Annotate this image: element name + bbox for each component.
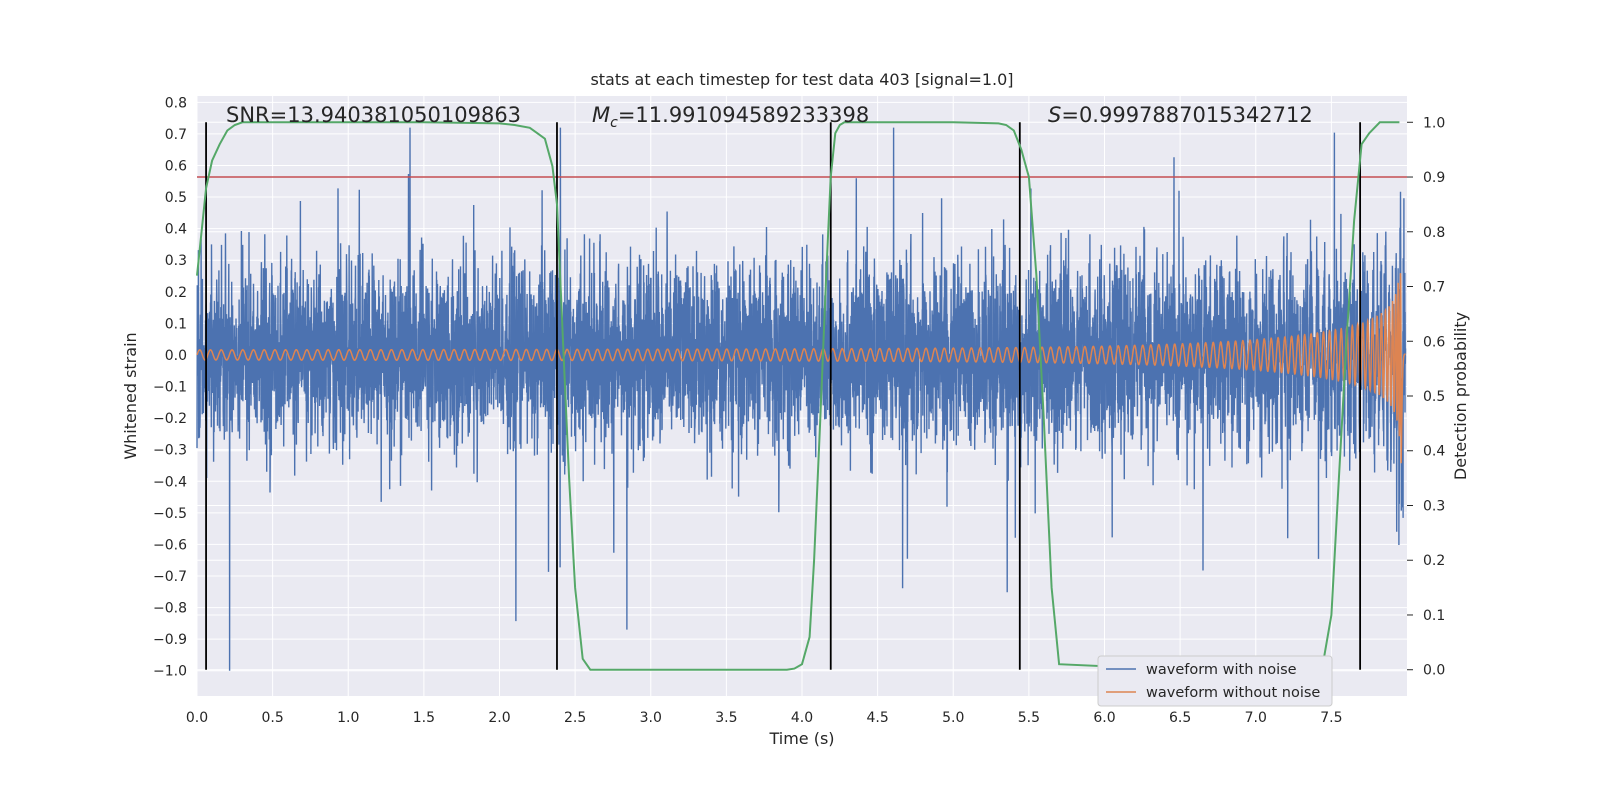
x-tick-label: 0.5 xyxy=(261,710,283,726)
legend-label-noisy: waveform with noise xyxy=(1146,662,1297,678)
annotation-mc-sub: c xyxy=(610,115,618,131)
x-tick-label: 4.5 xyxy=(866,710,888,726)
annotation-s-value: =0.9997887015342712 xyxy=(1061,103,1312,127)
y-ticks: 0.8 0.7 0.6 0.5 0.4 0.3 0.2 0.1 0.0 −0.1 −0.2 −0.3 −… xyxy=(153,95,187,679)
y2-axis-label: Detection probability xyxy=(1451,312,1470,480)
x-tick-label: 6.0 xyxy=(1093,710,1115,726)
y-tick-label: −0.9 xyxy=(153,632,187,648)
x-tick-label: 2.5 xyxy=(564,710,586,726)
y-tick-label: 0.6 xyxy=(165,158,187,174)
y-tick-label: −0.4 xyxy=(153,474,187,490)
y2-tick-label: 0.6 xyxy=(1423,334,1445,350)
y2-tick-label: 0.7 xyxy=(1423,280,1445,296)
x-tick-label: 6.5 xyxy=(1169,710,1191,726)
x-tick-label: 3.0 xyxy=(640,710,662,726)
y2-tick-label: 0.0 xyxy=(1423,663,1445,679)
y-tick-label: 0.2 xyxy=(165,285,187,301)
x-tick-label: 5.5 xyxy=(1018,710,1040,726)
x-ticks: 0.0 0.5 1.0 1.5 2.0 2.5 3.0 3.5 4.0 4.5 5.0 5.5 6.0 6… xyxy=(186,710,1343,726)
y-tick-label: −0.1 xyxy=(153,380,187,396)
y2-tick-label: 0.1 xyxy=(1423,608,1445,624)
legend-box xyxy=(1097,655,1333,707)
x-tick-label: 1.5 xyxy=(413,710,435,726)
annotation-score: S=0.9997887015342712 xyxy=(1048,103,1313,127)
x-tick-label: 5.0 xyxy=(942,710,964,726)
y-tick-label: 0.7 xyxy=(165,127,187,143)
annotation-s-symbol: S xyxy=(1048,103,1061,127)
y2-tick-label: 0.4 xyxy=(1423,444,1445,460)
y2-tick-label: 0.3 xyxy=(1423,498,1445,514)
x-tick-label: 1.0 xyxy=(337,710,359,726)
y-tick-label: 0.8 xyxy=(165,95,187,111)
y2-tick-label: 0.5 xyxy=(1423,389,1445,405)
y-axis-label: Whitened strain xyxy=(121,332,140,459)
x-tick-label: 2.0 xyxy=(488,710,510,726)
y-tick-label: 0.4 xyxy=(165,222,187,238)
y-tick-label: 0.3 xyxy=(165,253,187,269)
y2-ticks: 1.0 0.9 0.8 0.7 0.6 0.5 0.4 0.3 0.2 0.1 0.0 xyxy=(1407,115,1445,679)
y2-tick-label: 0.8 xyxy=(1423,225,1445,241)
x-tick-label: 7.5 xyxy=(1320,710,1342,726)
y2-tick-label: 0.2 xyxy=(1423,553,1445,569)
y-tick-label: −1.0 xyxy=(153,664,187,680)
y-tick-label: 0.0 xyxy=(165,348,187,364)
series-waveform-with-noise xyxy=(196,127,1407,671)
x-tick-label: 3.5 xyxy=(715,710,737,726)
y-tick-label: −0.2 xyxy=(153,411,187,427)
y2-tick-label: 0.9 xyxy=(1423,170,1445,186)
series-waveform-without-noise xyxy=(196,273,1407,464)
x-axis-label: Time (s) xyxy=(768,729,834,748)
y-tick-label: −0.5 xyxy=(153,506,187,522)
annotation-chirp-mass: Mc=11.991094589233398 xyxy=(592,103,869,131)
annotation-mc-symbol: M xyxy=(592,103,610,127)
annotation-mc-value: =11.991094589233398 xyxy=(618,103,869,127)
y-tick-label: 0.5 xyxy=(165,190,187,206)
y-tick-label: −0.8 xyxy=(153,601,187,617)
x-tick-label: 7.0 xyxy=(1245,710,1267,726)
legend: waveform with noise waveform without noi… xyxy=(1097,655,1333,707)
y-tick-label: −0.3 xyxy=(153,443,187,459)
event-vlines xyxy=(205,122,1362,670)
x-tick-label: 4.0 xyxy=(791,710,813,726)
legend-label-clean: waveform without noise xyxy=(1146,685,1320,701)
annotation-snr: SNR=13.940381050109863 xyxy=(226,103,521,127)
y2-tick-label: 1.0 xyxy=(1423,115,1445,131)
x-tick-label: 0.0 xyxy=(186,710,208,726)
y-tick-label: −0.7 xyxy=(153,569,187,585)
y-tick-label: 0.1 xyxy=(165,316,187,332)
y-tick-label: −0.6 xyxy=(153,537,187,553)
chart-title: stats at each timestep for test data 403… xyxy=(590,70,1013,89)
plot-area xyxy=(196,121,1407,671)
